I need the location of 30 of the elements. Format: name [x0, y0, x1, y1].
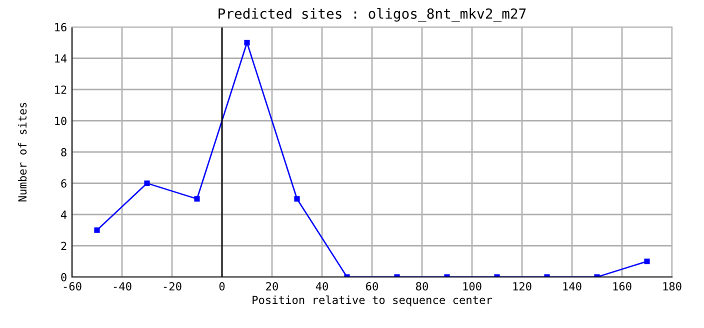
y-tick-label: 8	[61, 148, 66, 156]
x-tick-label: 80	[416, 282, 428, 291]
y-tick-label: 16	[55, 23, 66, 32]
y-tick-label: 10	[55, 116, 66, 126]
x-tick-label: 160	[613, 282, 632, 291]
y-tick-label: 4	[61, 210, 67, 219]
x-axis-title: Position relative to sequence center	[252, 295, 492, 306]
x-tick-label: 100	[463, 282, 482, 291]
y-tick-label: 12	[55, 86, 66, 94]
x-tick-label: 140	[563, 282, 582, 291]
x-tick-label: 60	[366, 282, 378, 291]
point	[644, 258, 650, 264]
x-tick-label: -60	[64, 282, 82, 291]
y-tick-label: 0	[61, 273, 66, 282]
y-tick-label: 2	[61, 242, 66, 250]
point	[144, 180, 150, 186]
x-tick-label: 120	[513, 282, 532, 291]
point	[94, 227, 100, 233]
x-tick-label: 0	[219, 282, 225, 291]
x-tick-label: -40	[114, 282, 132, 291]
y-axis-title: Number of sites	[18, 102, 27, 202]
x-tick-label: -20	[164, 282, 182, 291]
x-tick-label: 180	[663, 282, 682, 291]
y-tick-label: 14	[55, 54, 67, 62]
point	[294, 196, 300, 202]
point	[194, 196, 200, 202]
x-tick-label: 20	[266, 282, 278, 291]
y-tick-label: 6	[61, 179, 66, 188]
chart-title: Predicted sites : oligos_8nt_mkv2_m27	[218, 8, 526, 22]
x-tick-label: 40	[316, 282, 328, 291]
